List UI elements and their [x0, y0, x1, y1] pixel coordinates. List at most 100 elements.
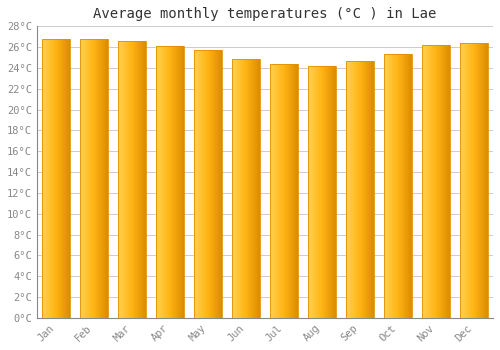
Bar	[290, 64, 291, 318]
Bar	[217, 50, 218, 318]
Bar	[50, 39, 51, 318]
Bar	[175, 46, 176, 318]
Bar	[423, 45, 424, 318]
Bar	[93, 39, 94, 318]
Bar	[401, 54, 402, 318]
Bar	[320, 66, 322, 318]
Bar	[83, 39, 84, 318]
Bar	[460, 43, 462, 318]
Bar	[391, 54, 392, 318]
Bar	[470, 43, 471, 318]
Bar	[403, 54, 404, 318]
Bar	[476, 43, 477, 318]
Bar	[57, 39, 58, 318]
Bar	[294, 64, 296, 318]
Bar	[200, 50, 201, 318]
Bar	[216, 50, 217, 318]
Bar	[118, 41, 146, 318]
Bar	[180, 46, 182, 318]
Bar	[212, 50, 213, 318]
Bar	[469, 43, 470, 318]
Bar	[398, 54, 400, 318]
Bar	[422, 45, 423, 318]
Bar	[486, 43, 487, 318]
Bar	[334, 66, 335, 318]
Bar	[315, 66, 316, 318]
Bar	[54, 39, 55, 318]
Bar	[280, 64, 281, 318]
Bar	[316, 66, 317, 318]
Bar	[258, 58, 259, 318]
Bar	[51, 39, 52, 318]
Bar	[284, 64, 286, 318]
Bar	[158, 46, 159, 318]
Bar	[56, 39, 58, 318]
Bar	[89, 39, 90, 318]
Bar	[88, 39, 89, 318]
Bar	[157, 46, 158, 318]
Bar	[242, 58, 243, 318]
Bar	[395, 54, 396, 318]
Bar	[347, 61, 348, 318]
Bar	[64, 39, 65, 318]
Bar	[329, 66, 330, 318]
Bar	[446, 45, 447, 318]
Bar	[477, 43, 478, 318]
Bar	[102, 39, 103, 318]
Bar	[428, 45, 429, 318]
Bar	[207, 50, 208, 318]
Bar	[441, 45, 442, 318]
Bar	[270, 64, 298, 318]
Bar	[172, 46, 174, 318]
Bar	[94, 39, 96, 318]
Bar	[439, 45, 440, 318]
Bar	[475, 43, 476, 318]
Bar	[368, 61, 370, 318]
Bar	[245, 58, 246, 318]
Bar	[124, 41, 126, 318]
Bar	[363, 61, 364, 318]
Bar	[384, 54, 385, 318]
Bar	[96, 39, 98, 318]
Bar	[42, 39, 70, 318]
Bar	[384, 54, 412, 318]
Bar	[400, 54, 401, 318]
Bar	[364, 61, 365, 318]
Bar	[178, 46, 179, 318]
Bar	[208, 50, 210, 318]
Bar	[232, 58, 233, 318]
Bar	[119, 41, 120, 318]
Bar	[482, 43, 484, 318]
Bar	[288, 64, 289, 318]
Bar	[220, 50, 222, 318]
Bar	[205, 50, 206, 318]
Bar	[63, 39, 64, 318]
Bar	[166, 46, 167, 318]
Bar	[241, 58, 242, 318]
Bar	[484, 43, 486, 318]
Bar	[92, 39, 93, 318]
Bar	[169, 46, 170, 318]
Bar	[165, 46, 166, 318]
Bar	[427, 45, 428, 318]
Bar	[373, 61, 374, 318]
Bar	[330, 66, 332, 318]
Bar	[319, 66, 320, 318]
Bar	[86, 39, 88, 318]
Bar	[465, 43, 466, 318]
Bar	[201, 50, 202, 318]
Bar	[331, 66, 332, 318]
Bar	[177, 46, 178, 318]
Bar	[472, 43, 474, 318]
Bar	[410, 54, 411, 318]
Bar	[249, 58, 250, 318]
Bar	[487, 43, 488, 318]
Bar	[91, 39, 92, 318]
Bar	[293, 64, 294, 318]
Bar	[348, 61, 350, 318]
Bar	[390, 54, 391, 318]
Bar	[52, 39, 53, 318]
Bar	[128, 41, 129, 318]
Bar	[138, 41, 139, 318]
Bar	[327, 66, 328, 318]
